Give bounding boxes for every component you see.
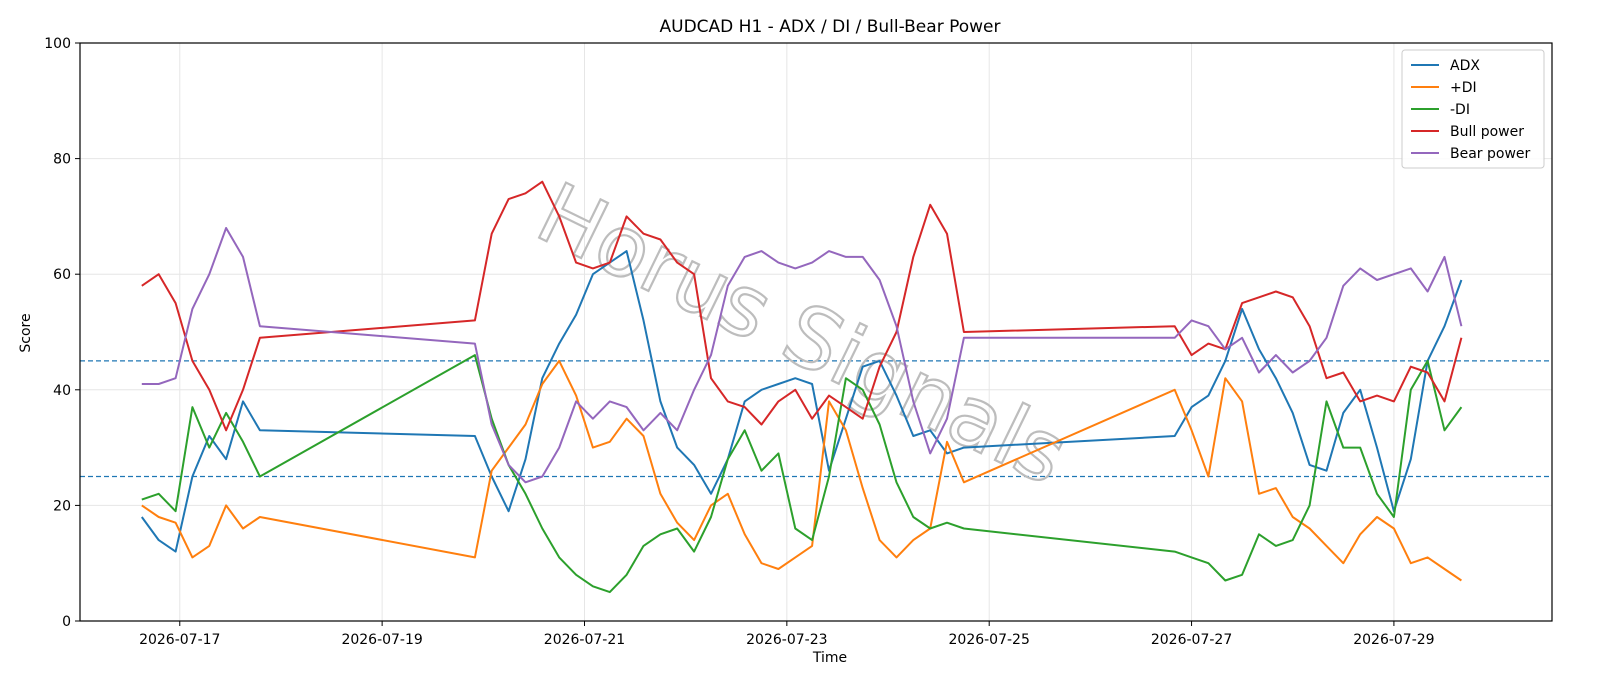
legend-label: ADX	[1450, 58, 1480, 74]
plot-frame	[79, 42, 1553, 622]
series-line-di	[141, 359, 1462, 582]
y-tick-label: 0	[62, 614, 71, 630]
legend-label: Bull power	[1450, 124, 1524, 140]
y-tick-label: 40	[53, 383, 71, 399]
legend-label: -DI	[1450, 102, 1470, 118]
legend-label: Bear power	[1450, 146, 1531, 162]
y-tick-label: 60	[53, 267, 71, 283]
reference-lines	[80, 360, 1552, 478]
x-tick-label: 2026-07-29	[1353, 632, 1434, 648]
x-tick-label: 2026-07-19	[341, 632, 422, 648]
y-axis-ticks: 0 20 40 60 80 100	[44, 36, 80, 630]
y-tick-label: 100	[44, 36, 71, 52]
y-axis-label: Score	[18, 313, 34, 352]
series-line-di	[141, 354, 1463, 594]
x-axis-ticks: 2026-07-17 2026-07-19 2026-07-21 2026-07-23…	[139, 621, 1435, 648]
x-tick-label: 2026-07-21	[544, 632, 625, 648]
series-line-bull-power	[141, 180, 1463, 432]
x-tick-label: 2026-07-27	[1151, 632, 1232, 648]
x-tick-label: 2026-07-23	[746, 632, 827, 648]
legend-box	[1401, 49, 1545, 169]
x-axis-label: Time	[812, 650, 847, 666]
legend: ADX +DI -DI Bull power Bear power	[1401, 49, 1545, 169]
chart-title: AUDCAD H1 - ADX / DI / Bull-Bear Power	[660, 17, 1001, 37]
series-lines	[140, 180, 1463, 594]
series-line-bear-power	[141, 227, 1463, 484]
x-tick-label: 2026-07-25	[949, 632, 1030, 648]
legend-label: +DI	[1450, 80, 1477, 96]
y-tick-label: 20	[53, 498, 71, 514]
x-tick-label: 2026-07-17	[139, 632, 220, 648]
y-tick-label: 80	[53, 152, 71, 168]
series-line-adx	[140, 250, 1463, 553]
